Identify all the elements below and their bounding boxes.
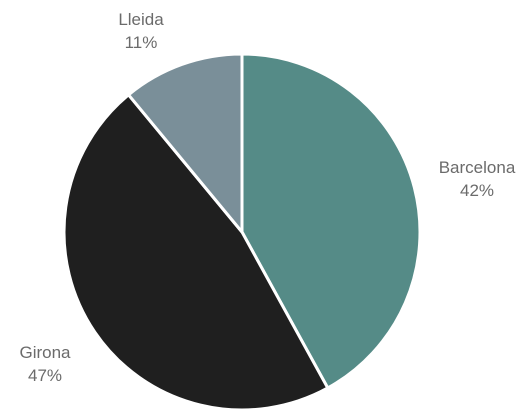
slice-labels: Barcelona 42% Girona 47% Lleida 11% [19,10,515,385]
slice-label-lleida-value: 11% [125,33,158,52]
slice-label-barcelona-name: Barcelona [439,158,516,177]
pie-slice-barcelona [240,52,422,390]
slice-label-girona-name: Girona [19,343,71,362]
pie-slices [62,52,422,412]
pie-slice-girona [62,93,330,412]
slice-label-girona-value: 47% [28,366,62,385]
slice-label-barcelona-value: 42% [460,181,494,200]
pie-slice-lleida [127,52,244,234]
slice-label-lleida-name: Lleida [118,10,164,29]
